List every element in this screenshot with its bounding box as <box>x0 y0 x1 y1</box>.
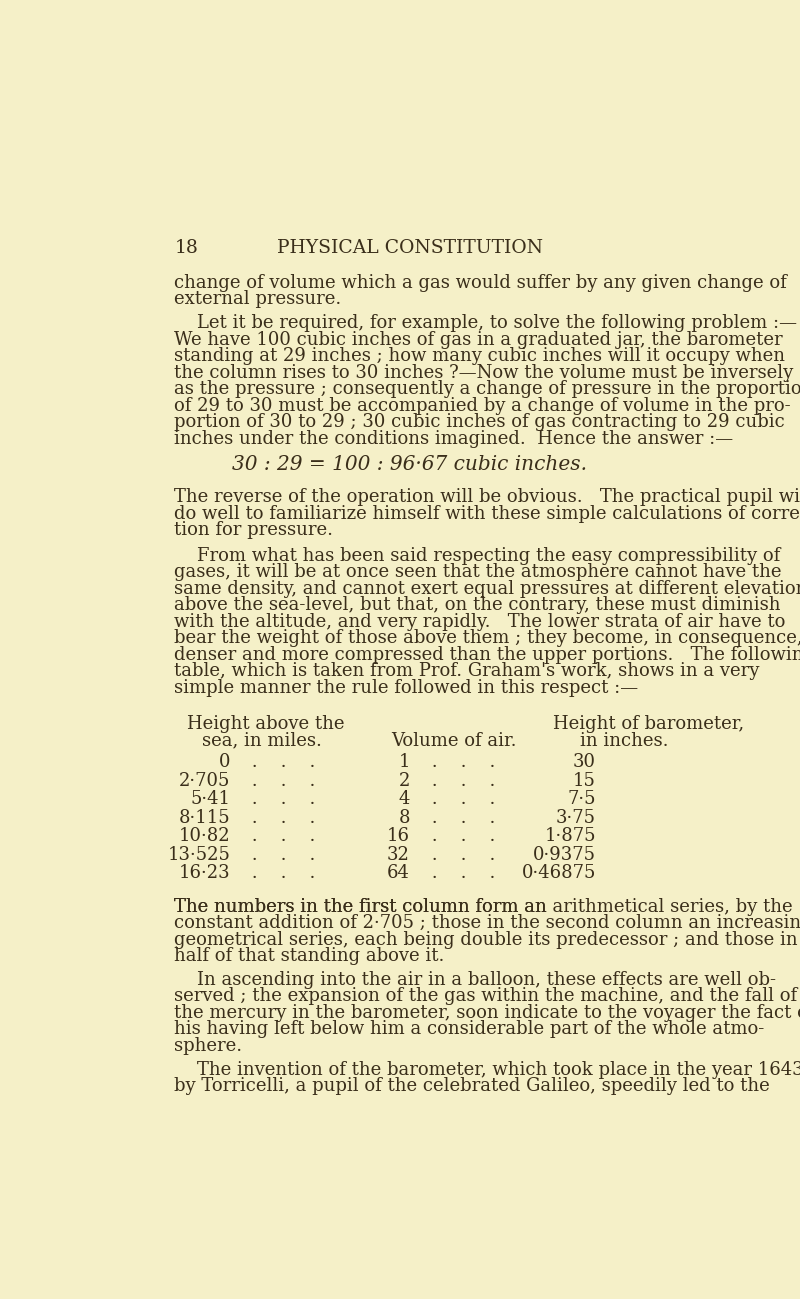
Text: .    .    .: . . . <box>426 809 501 826</box>
Text: denser and more compressed than the upper portions.   The following: denser and more compressed than the uppe… <box>174 646 800 664</box>
Text: in inches.: in inches. <box>581 731 669 750</box>
Text: We have 100 cubic inches of gas in a graduated jar, the barometer: We have 100 cubic inches of gas in a gra… <box>174 331 783 348</box>
Text: Height above the: Height above the <box>187 716 344 733</box>
Text: 7·5: 7·5 <box>567 790 596 808</box>
Text: In ascending into the air in a balloon, these effects are well ob-: In ascending into the air in a balloon, … <box>174 970 776 989</box>
Text: The numbers in the first column form an: The numbers in the first column form an <box>174 898 553 916</box>
Text: simple manner the rule followed in this respect :—: simple manner the rule followed in this … <box>174 679 638 696</box>
Text: change of volume which a gas would suffer by any given change of: change of volume which a gas would suffe… <box>174 274 787 292</box>
Text: 13·525: 13·525 <box>167 846 230 864</box>
Text: 16·23: 16·23 <box>178 864 230 882</box>
Text: .    .    .: . . . <box>426 827 501 846</box>
Text: 64: 64 <box>387 864 410 882</box>
Text: 15: 15 <box>573 772 596 790</box>
Text: with the altitude, and very rapidly.   The lower strata of air have to: with the altitude, and very rapidly. The… <box>174 613 786 631</box>
Text: .    .    .: . . . <box>246 753 321 772</box>
Text: 32: 32 <box>387 846 410 864</box>
Text: The invention of the barometer, which took place in the year 1643,: The invention of the barometer, which to… <box>174 1061 800 1079</box>
Text: 0·46875: 0·46875 <box>522 864 596 882</box>
Text: geometrical series, each being double its predecessor ; and those in the: geometrical series, each being double it… <box>174 930 800 948</box>
Text: the column rises to 30 inches ?—Now the volume must be inversely: the column rises to 30 inches ?—Now the … <box>174 364 794 382</box>
Text: .    .    .: . . . <box>246 846 321 864</box>
Text: 5·41: 5·41 <box>190 790 230 808</box>
Text: .    .    .: . . . <box>246 809 321 826</box>
Text: .    .    .: . . . <box>426 753 501 772</box>
Text: 8: 8 <box>398 809 410 826</box>
Text: 10·82: 10·82 <box>178 827 230 846</box>
Text: above the sea-level, but that, on the contrary, these must diminish: above the sea-level, but that, on the co… <box>174 596 781 614</box>
Text: 0: 0 <box>218 753 230 772</box>
Text: 1·875: 1·875 <box>545 827 596 846</box>
Text: PHYSICAL CONSTITUTION: PHYSICAL CONSTITUTION <box>277 239 543 257</box>
Text: by Torricelli, a pupil of the celebrated Galileo, speedily led to the: by Torricelli, a pupil of the celebrated… <box>174 1077 770 1095</box>
Text: his having left below him a considerable part of the whole atmo-: his having left below him a considerable… <box>174 1021 765 1038</box>
Text: as the pressure ; consequently a change of pressure in the proportion: as the pressure ; consequently a change … <box>174 381 800 399</box>
Text: 16: 16 <box>387 827 410 846</box>
Text: portion of 30 to 29 ; 30 cubic inches of gas contracting to 29 cubic: portion of 30 to 29 ; 30 cubic inches of… <box>174 413 785 431</box>
Text: 1: 1 <box>398 753 410 772</box>
Text: inches under the conditions imagined.  Hence the answer :—: inches under the conditions imagined. He… <box>174 430 734 448</box>
Text: Let it be required, for example, to solve the following problem :—: Let it be required, for example, to solv… <box>174 314 798 333</box>
Text: 0·9375: 0·9375 <box>533 846 596 864</box>
Text: 3·75: 3·75 <box>556 809 596 826</box>
Text: 2: 2 <box>398 772 410 790</box>
Text: Height of barometer,: Height of barometer, <box>553 716 744 733</box>
Text: table, which is taken from Prof. Graham's work, shows in a very: table, which is taken from Prof. Graham'… <box>174 662 760 681</box>
Text: 4: 4 <box>398 790 410 808</box>
Text: .    .    .: . . . <box>426 864 501 882</box>
Text: Volume of air.: Volume of air. <box>391 731 517 750</box>
Text: standing at 29 inches ; how many cubic inches will it occupy when: standing at 29 inches ; how many cubic i… <box>174 347 786 365</box>
Text: do well to familiarize himself with these simple calculations of correc-: do well to familiarize himself with thes… <box>174 505 800 522</box>
Text: .    .    .: . . . <box>246 827 321 846</box>
Text: 30 : 29 = 100 : 96·67 cubic inches.: 30 : 29 = 100 : 96·67 cubic inches. <box>233 455 587 474</box>
Text: .    .    .: . . . <box>246 790 321 808</box>
Text: 18: 18 <box>174 239 198 257</box>
Text: of 29 to 30 must be accompanied by a change of volume in the pro-: of 29 to 30 must be accompanied by a cha… <box>174 396 791 414</box>
Text: gases, it will be at once seen that the atmosphere cannot have the: gases, it will be at once seen that the … <box>174 564 782 582</box>
Text: constant addition of 2·705 ; those in the second column an increasing: constant addition of 2·705 ; those in th… <box>174 914 800 931</box>
Text: external pressure.: external pressure. <box>174 290 342 308</box>
Text: tion for pressure.: tion for pressure. <box>174 521 334 539</box>
Text: sphere.: sphere. <box>174 1037 242 1055</box>
Text: .    .    .: . . . <box>426 790 501 808</box>
Text: the mercury in the barometer, soon indicate to the voyager the fact of: the mercury in the barometer, soon indic… <box>174 1004 800 1022</box>
Text: sea, in miles.: sea, in miles. <box>202 731 322 750</box>
Text: .    .    .: . . . <box>246 864 321 882</box>
Text: The reverse of the operation will be obvious.   The practical pupil wil¹: The reverse of the operation will be obv… <box>174 488 800 507</box>
Text: The numbers in the first column form an arithmetical series, by the: The numbers in the first column form an … <box>174 898 793 916</box>
Text: bear the weight of those above them ; they become, in consequence,: bear the weight of those above them ; th… <box>174 629 800 647</box>
Text: From what has been said respecting the easy compressibility of: From what has been said respecting the e… <box>174 547 781 565</box>
Text: 30: 30 <box>573 753 596 772</box>
Text: 2·705: 2·705 <box>179 772 230 790</box>
Text: .    .    .: . . . <box>246 772 321 790</box>
Text: .    .    .: . . . <box>426 772 501 790</box>
Text: half of that standing above it.: half of that standing above it. <box>174 947 445 965</box>
Text: same density, and cannot exert equal pressures at different elevations: same density, and cannot exert equal pre… <box>174 579 800 598</box>
Text: 8·115: 8·115 <box>178 809 230 826</box>
Text: served ; the expansion of the gas within the machine, and the fall of: served ; the expansion of the gas within… <box>174 987 798 1005</box>
Text: .    .    .: . . . <box>426 846 501 864</box>
